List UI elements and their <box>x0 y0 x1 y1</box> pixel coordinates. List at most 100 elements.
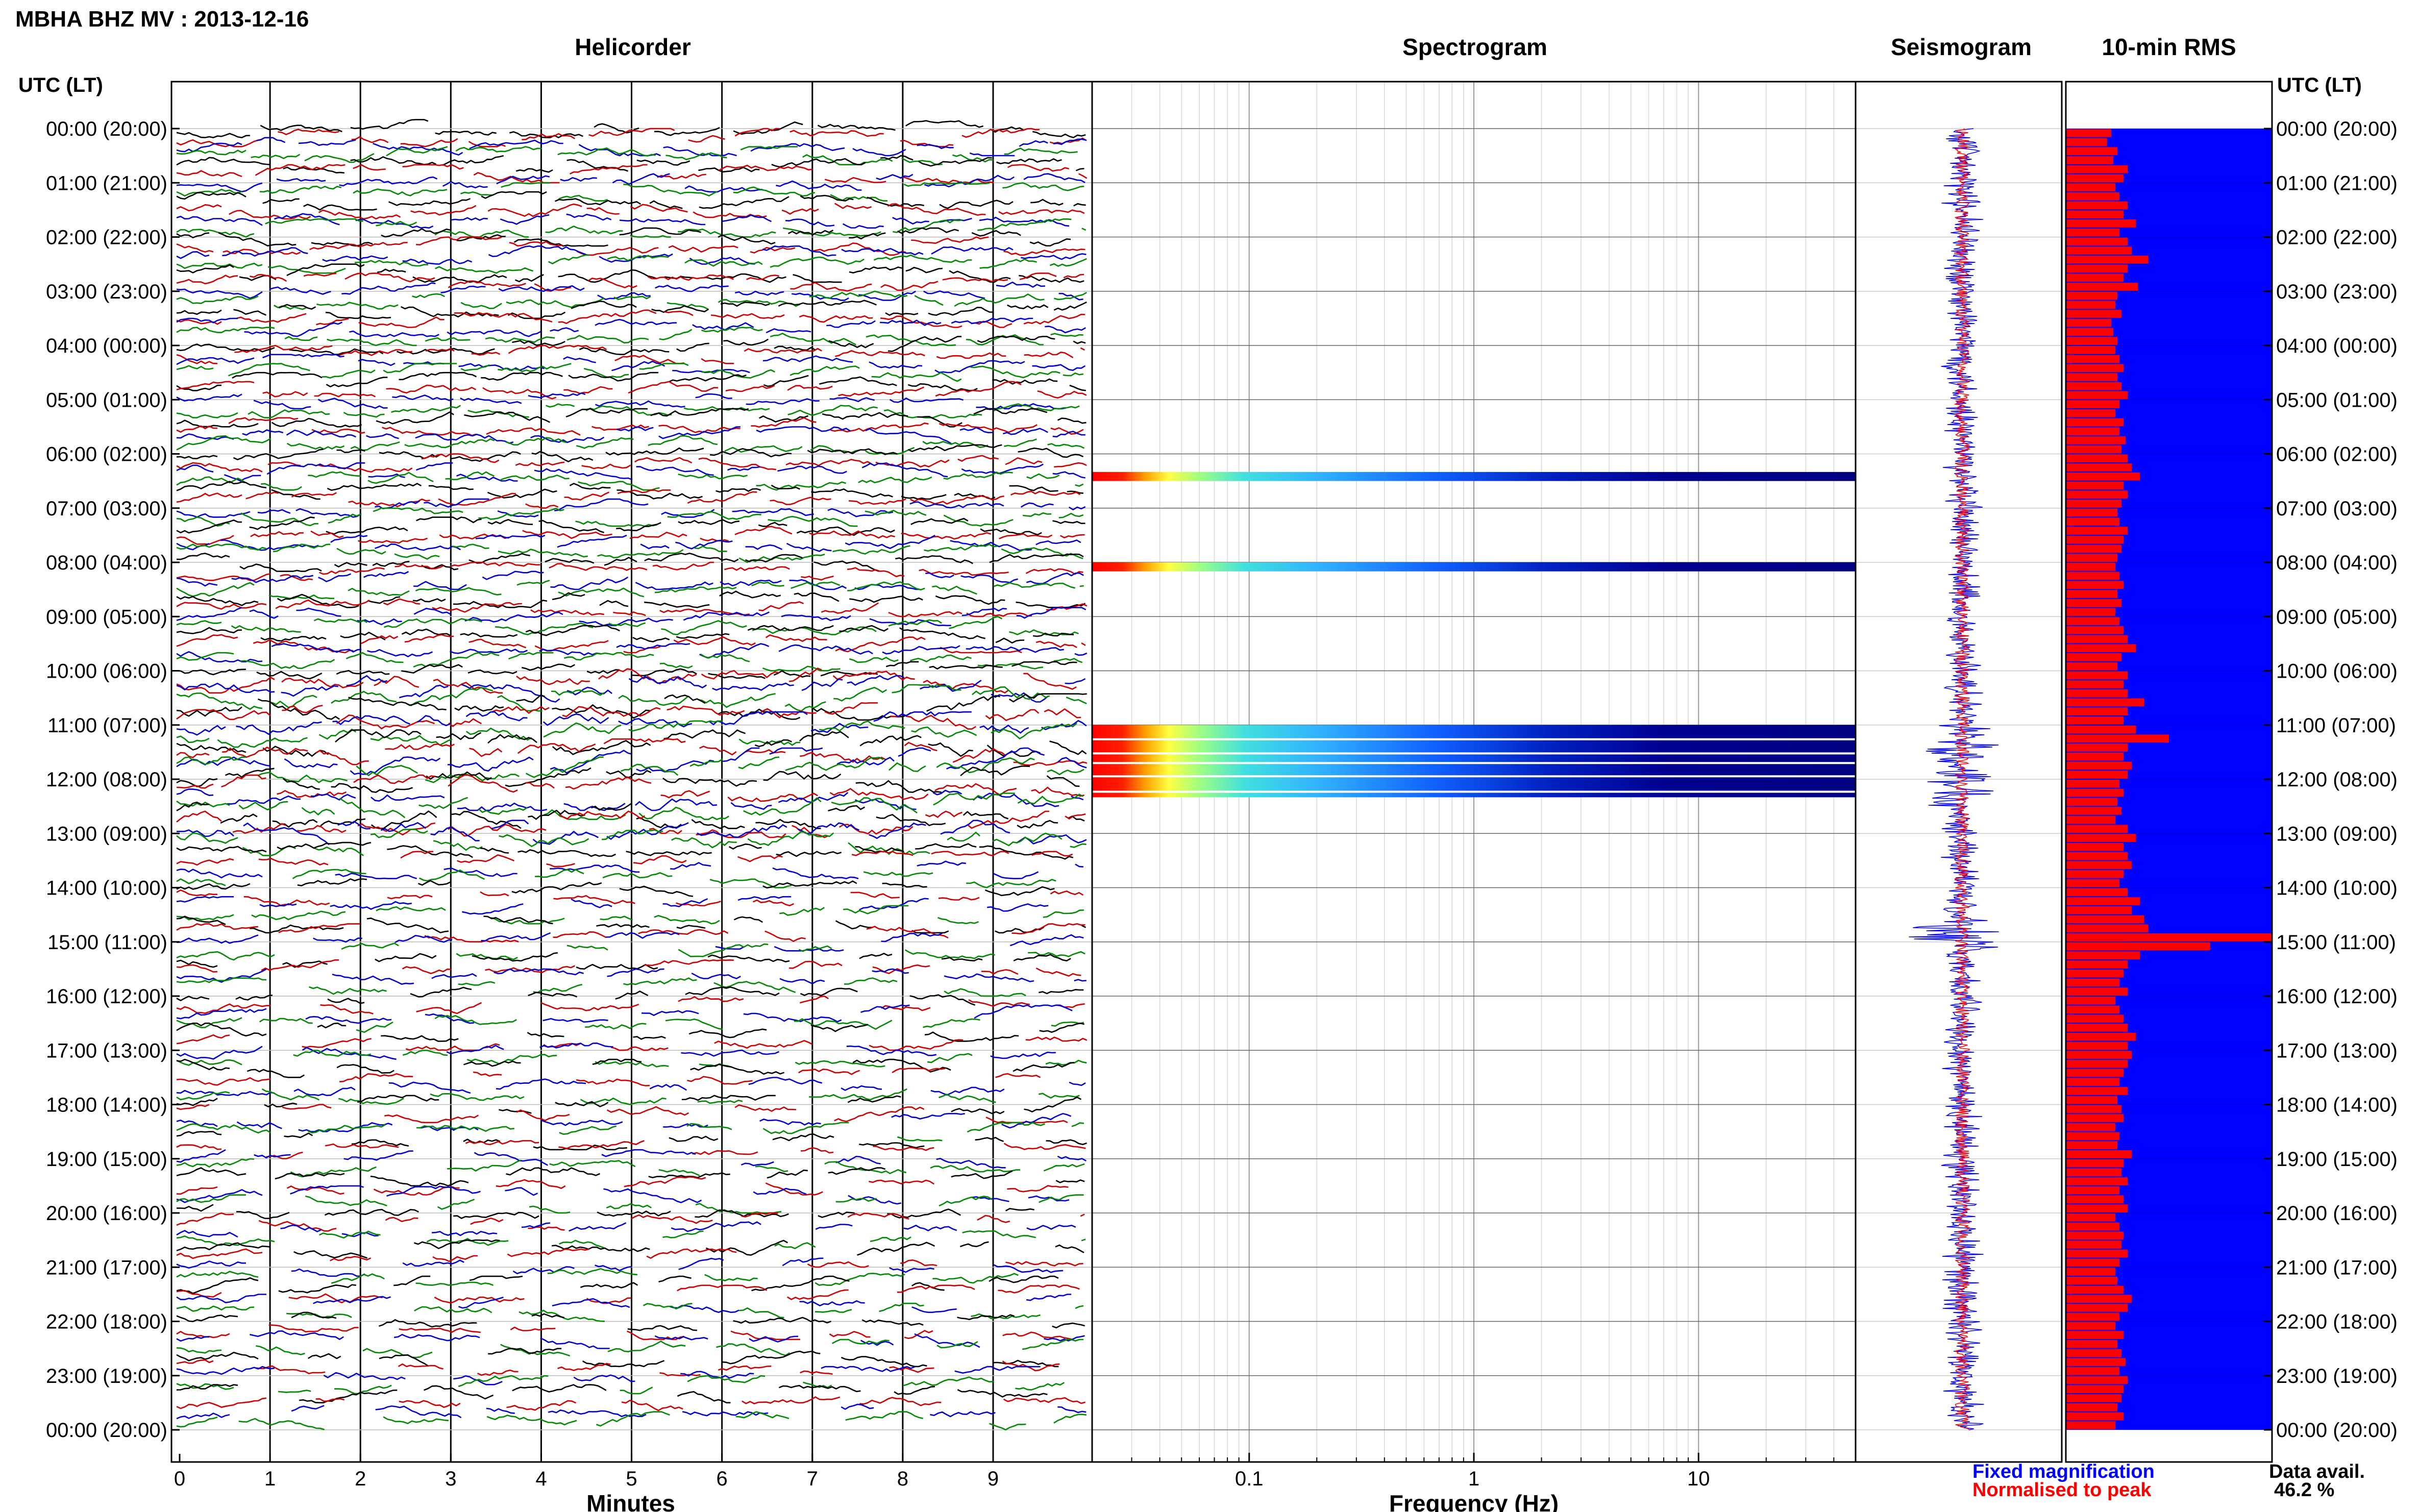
helicorder-trace-segment <box>612 173 670 185</box>
helicorder-trace-segment <box>1063 372 1084 377</box>
helicorder-trace-segment <box>718 164 813 171</box>
helicorder-trace-segment <box>176 1294 266 1303</box>
helicorder-trace-segment <box>415 1281 494 1286</box>
helicorder-trace-segment <box>966 879 1056 888</box>
helicorder-trace-segment <box>724 566 790 571</box>
rms-bar <box>2066 852 2128 860</box>
helicorder-trace-segment <box>257 698 340 720</box>
helicorder-trace-segment <box>849 232 886 240</box>
helicorder-trace-segment <box>468 638 527 649</box>
helicorder-trace-segment <box>515 461 565 466</box>
helicorder-trace-segment <box>772 1133 834 1142</box>
helicorder-trace-segment <box>176 977 267 983</box>
helicorder-trace-segment <box>1045 326 1086 334</box>
helicorder-trace-segment <box>176 846 267 853</box>
helicorder-trace-segment <box>346 675 388 686</box>
helicorder-trace-segment <box>176 627 242 634</box>
helicorder-trace-segment <box>176 157 271 166</box>
helicorder-trace-segment <box>384 618 482 628</box>
helicorder-trace-segment <box>313 618 368 624</box>
helicorder-trace-segment <box>1026 1294 1072 1301</box>
helicorder-trace-segment <box>824 177 886 183</box>
helicorder-trace-segment <box>758 522 787 527</box>
helicorder-trace-segment <box>176 464 214 473</box>
helicorder-trace-segment <box>565 408 648 418</box>
helicorder-trace-segment <box>790 282 872 292</box>
helicorder-trace-segment <box>296 607 341 617</box>
helicorder-trace-segment <box>918 157 992 167</box>
helicorder-trace-segment <box>404 438 495 449</box>
helicorder-trace-segment <box>498 363 572 373</box>
rms-bar <box>2066 391 2128 400</box>
helicorder-trace-segment <box>232 823 286 834</box>
helicorder-trace-segment <box>730 802 772 810</box>
helicorder-trace-segment <box>661 620 747 635</box>
helicorder-trace-segment <box>448 824 547 837</box>
helicorder-trace-segment <box>239 275 277 281</box>
rms-bar <box>2066 815 2115 824</box>
helicorder-trace-segment <box>499 834 589 848</box>
helicorder-trace-segment <box>899 627 985 639</box>
helicorder-trace-segment <box>1026 572 1084 584</box>
helicorder-trace-segment <box>424 935 519 943</box>
helicorder-trace-segment <box>280 574 313 581</box>
helicorder-trace-segment <box>276 178 326 182</box>
hour-label-right: 13:00 (09:00) <box>2276 823 2398 845</box>
helicorder-trace-segment <box>769 747 823 755</box>
helicorder-trace-segment <box>1021 253 1087 260</box>
helicorder-trace-segment <box>1045 1059 1087 1066</box>
helicorder-trace-segment <box>600 915 633 921</box>
helicorder-trace-segment <box>317 1022 347 1029</box>
helicorder-trace-segment <box>1081 228 1087 231</box>
helicorder-trace-segment <box>309 241 408 251</box>
helicorder-trace-segment <box>554 198 641 206</box>
rms-bar <box>2066 1213 2115 1222</box>
helicorder-trace-segment <box>176 923 259 931</box>
helicorder-trace-segment <box>474 1152 549 1166</box>
rms-bar <box>2066 147 2117 156</box>
helicorder-trace-segment <box>176 317 238 324</box>
helicorder-trace-segment <box>643 1303 693 1310</box>
helicorder-trace-segment <box>239 563 322 572</box>
helicorder-trace-segment <box>722 1350 821 1365</box>
helicorder-trace-segment <box>1050 890 1084 896</box>
helicorder-trace-segment <box>251 910 346 921</box>
helicorder-trace-segment <box>846 1045 937 1056</box>
helicorder-trace-segment <box>668 374 747 383</box>
helicorder-trace-segment <box>786 542 832 552</box>
helicorder-trace-segment <box>475 534 546 539</box>
helicorder-trace-segment <box>254 1154 291 1159</box>
helicorder-trace-segment <box>334 1384 392 1395</box>
helicorder-trace-segment <box>176 1383 234 1390</box>
helicorder-trace-segment <box>545 225 623 235</box>
helicorder-trace-segment <box>303 204 377 211</box>
helicorder-trace-segment <box>796 526 895 536</box>
rms-bar <box>2066 1186 2120 1195</box>
helicorder-trace-segment <box>936 1341 978 1349</box>
rms-bar <box>2066 219 2136 228</box>
helicorder-trace-segment <box>176 896 234 903</box>
helicorder-trace-segment <box>176 288 263 299</box>
helicorder-trace-segment <box>899 176 994 184</box>
rms-bar <box>2066 228 2120 237</box>
helicorder-trace-segment <box>417 715 451 727</box>
helicorder-trace-segment <box>349 330 439 337</box>
helicorder-trace-segment <box>626 851 712 856</box>
helicorder-trace-segment <box>880 319 942 326</box>
helicorder-trace-segment <box>620 218 706 226</box>
helicorder-trace-segment <box>898 747 931 757</box>
helicorder-trace-segment <box>557 1362 611 1371</box>
helicorder-trace-segment <box>259 185 342 194</box>
helicorder-trace-segment <box>516 580 550 586</box>
helicorder-trace-segment <box>811 488 893 498</box>
helicorder-trace-segment <box>1020 502 1054 508</box>
helicorder-trace-segment <box>299 1390 398 1404</box>
helicorder-trace-segment <box>336 449 365 453</box>
helicorder-trace-segment <box>630 234 671 238</box>
helicorder-trace-segment <box>767 1169 808 1179</box>
helicorder-trace-segment <box>314 392 376 398</box>
helicorder-trace-segment <box>176 519 242 534</box>
helicorder-trace-segment <box>746 275 779 280</box>
helicorder-trace-segment <box>689 758 723 767</box>
helicorder-trace-segment <box>1068 815 1085 822</box>
